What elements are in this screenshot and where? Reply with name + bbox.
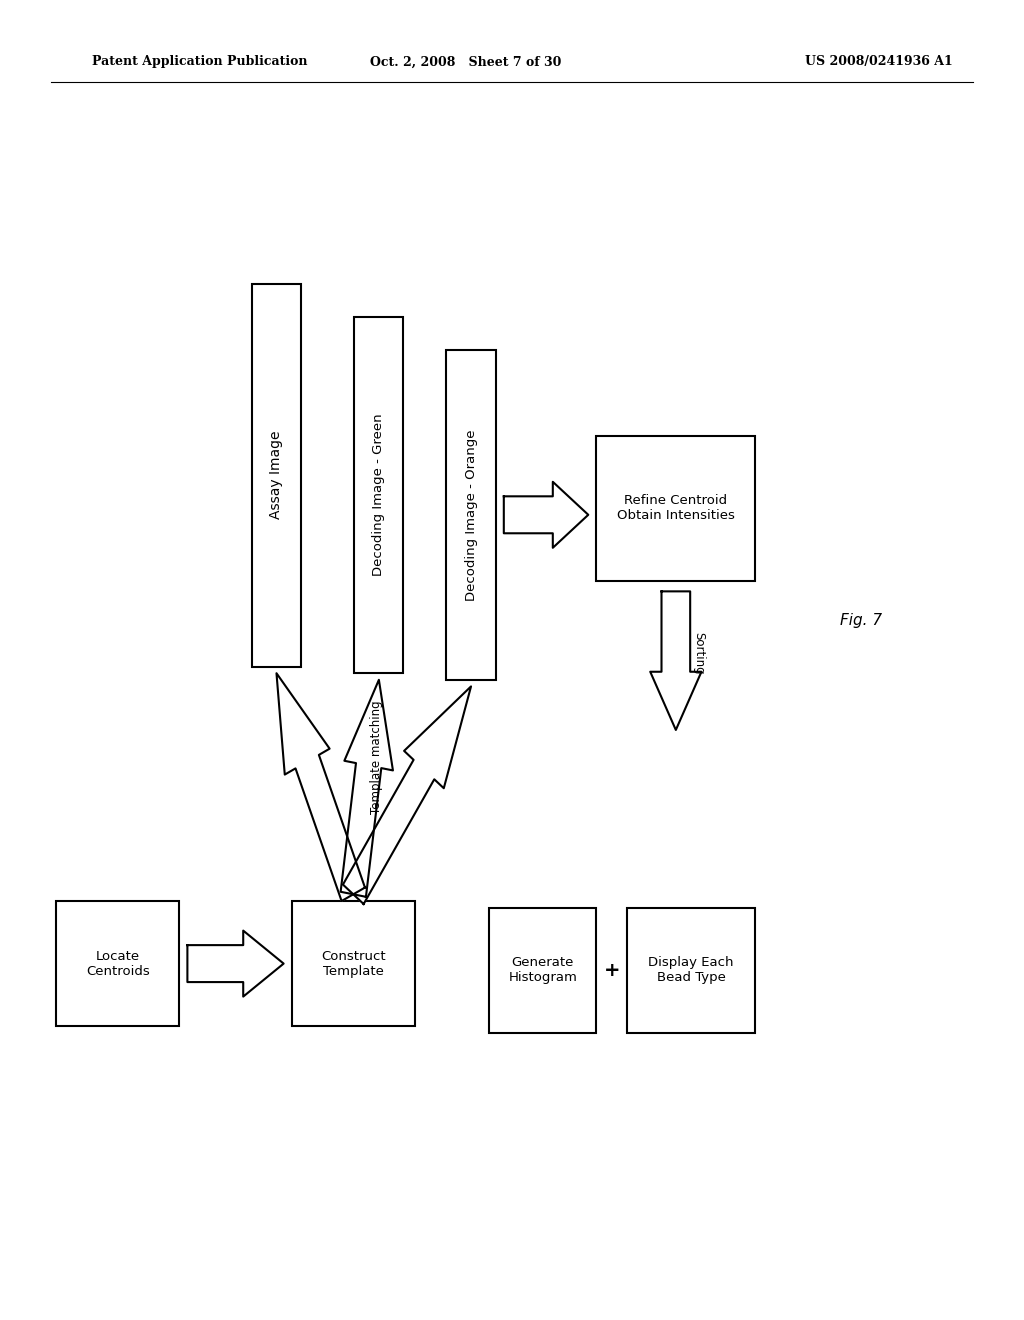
Bar xyxy=(252,284,301,667)
Polygon shape xyxy=(187,931,284,997)
Bar xyxy=(292,900,415,1027)
Bar xyxy=(489,908,596,1032)
Bar xyxy=(596,436,756,581)
Polygon shape xyxy=(650,591,701,730)
Polygon shape xyxy=(341,680,393,896)
Bar xyxy=(354,317,403,673)
Text: Fig. 7: Fig. 7 xyxy=(840,612,882,628)
Text: Display Each
Bead Type: Display Each Bead Type xyxy=(648,956,734,985)
Text: Locate
Centroids: Locate Centroids xyxy=(86,949,150,978)
Text: Construct
Template: Construct Template xyxy=(321,949,386,978)
Bar xyxy=(446,350,496,680)
Text: Sorting: Sorting xyxy=(692,632,705,675)
Polygon shape xyxy=(504,482,588,548)
Text: Assay Image: Assay Image xyxy=(269,430,284,520)
Text: Patent Application Publication: Patent Application Publication xyxy=(92,55,307,69)
Text: Decoding Image - Orange: Decoding Image - Orange xyxy=(465,429,477,601)
Text: Decoding Image - Green: Decoding Image - Green xyxy=(373,413,385,577)
Bar xyxy=(627,908,756,1032)
Text: Template matching: Template matching xyxy=(370,701,383,814)
Text: Refine Centroid
Obtain Intensities: Refine Centroid Obtain Intensities xyxy=(616,494,735,523)
Text: US 2008/0241936 A1: US 2008/0241936 A1 xyxy=(805,55,952,69)
Polygon shape xyxy=(276,673,365,902)
Text: +: + xyxy=(603,961,621,979)
Polygon shape xyxy=(343,686,471,904)
Text: Generate
Histogram: Generate Histogram xyxy=(508,956,578,985)
Text: Oct. 2, 2008   Sheet 7 of 30: Oct. 2, 2008 Sheet 7 of 30 xyxy=(371,55,561,69)
Bar xyxy=(56,900,179,1027)
